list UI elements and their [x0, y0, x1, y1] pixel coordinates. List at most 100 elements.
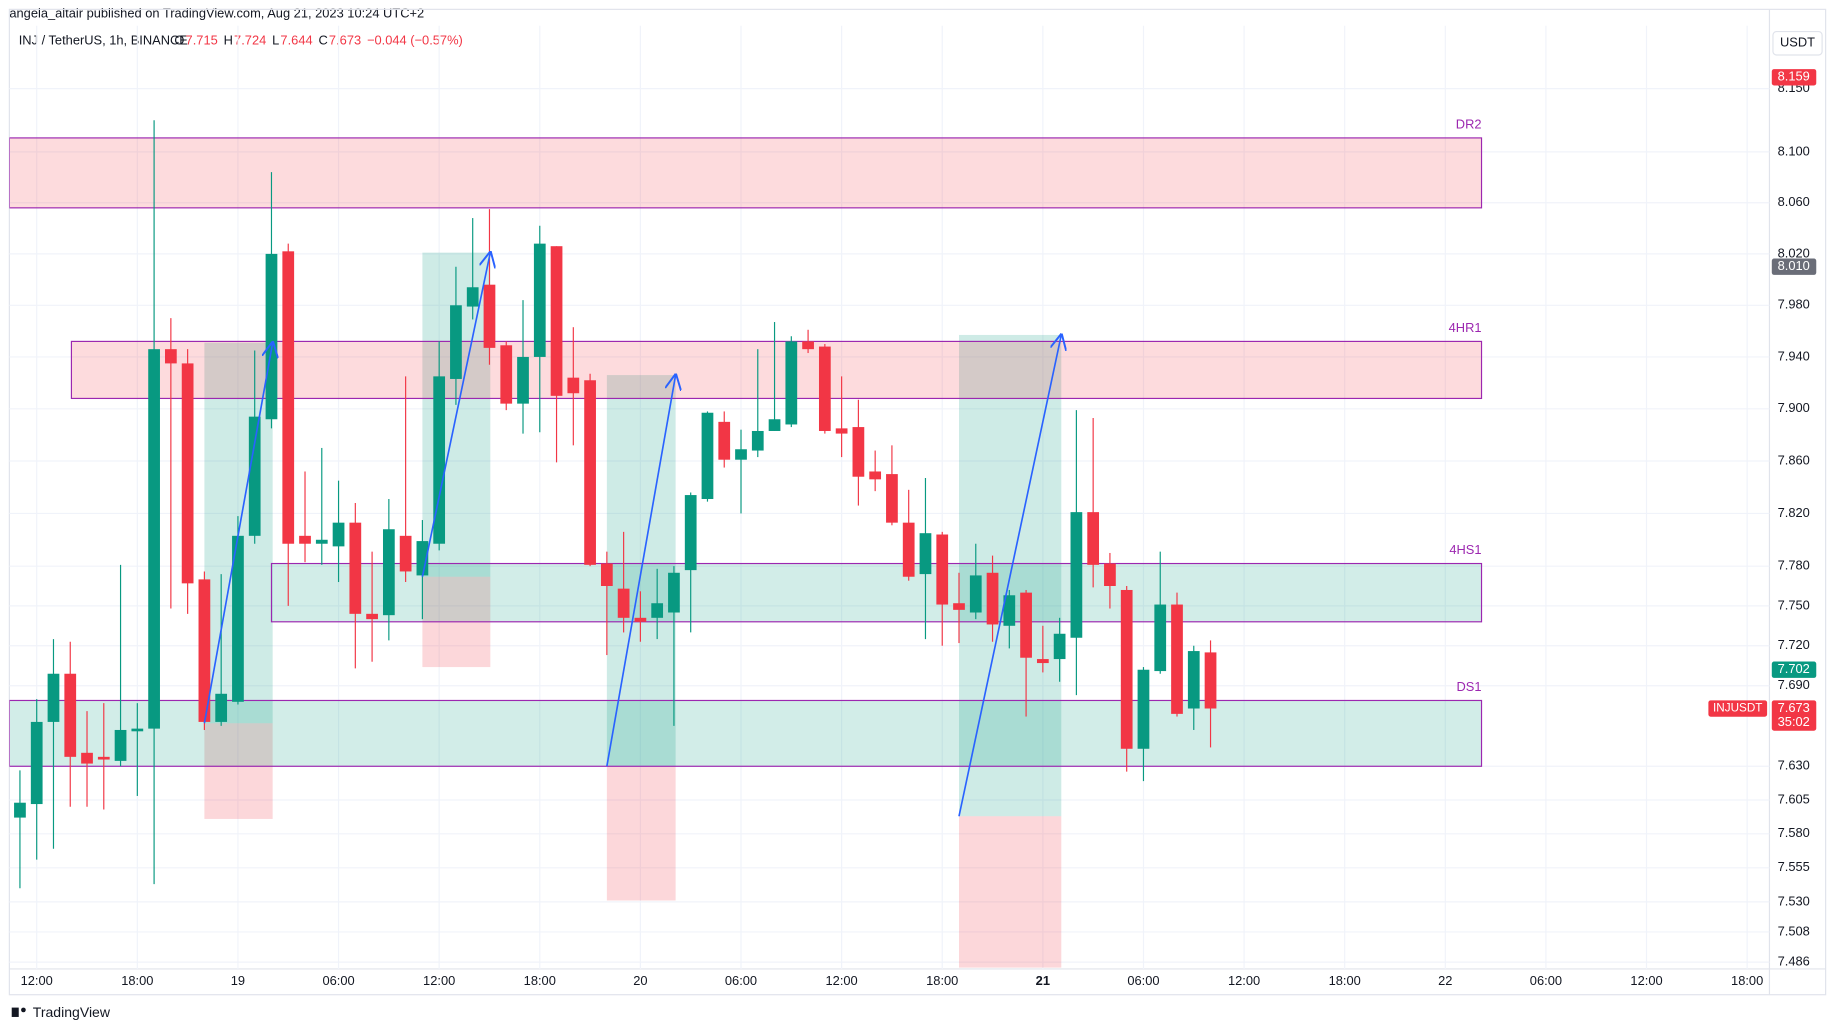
- y-tick-label: 7.720: [1778, 637, 1810, 652]
- y-tick-label: 7.530: [1778, 893, 1810, 908]
- y-tick-label: 7.780: [1778, 558, 1810, 573]
- candle-body: [1070, 512, 1083, 638]
- candle-body: [1120, 589, 1133, 749]
- candle-body: [14, 802, 26, 818]
- candle-body: [902, 522, 915, 577]
- candle-body: [785, 341, 798, 425]
- candle-body: [1003, 595, 1016, 626]
- candle-body: [64, 673, 77, 757]
- price-symbol: INJUSDT: [1713, 702, 1762, 715]
- candle-body: [131, 728, 144, 732]
- candle-body: [164, 349, 177, 364]
- candle-body: [349, 522, 362, 614]
- position-arrow: [421, 253, 490, 577]
- candle-body: [114, 729, 127, 761]
- x-tick-label: 18:00: [121, 973, 153, 988]
- x-tick-label: 12:00: [1630, 973, 1662, 988]
- x-tick-label: 22: [1438, 973, 1452, 988]
- candle-body: [148, 349, 160, 729]
- y-tick-label: 8.060: [1778, 194, 1810, 209]
- zone-label: 4HS1: [1449, 542, 1481, 557]
- candle-body: [986, 572, 999, 625]
- x-tick-label: 06:00: [322, 973, 354, 988]
- y-tick-label: 8.100: [1778, 143, 1810, 158]
- candle-body: [684, 495, 697, 571]
- y-tick-label: 7.900: [1778, 400, 1810, 415]
- position-stop: [959, 816, 1062, 968]
- y-tick-label: 7.555: [1778, 859, 1810, 874]
- ohlc-label: H: [224, 32, 233, 47]
- candle-body: [617, 588, 630, 618]
- candle-body: [584, 380, 596, 565]
- ohlc-value: 7.715: [186, 32, 218, 47]
- x-tick-label: 18:00: [1731, 973, 1763, 988]
- symbol: INJ / TetherUS, 1h, BINANCE: [19, 32, 189, 47]
- candle-body: [198, 579, 211, 722]
- position-stop: [606, 766, 676, 901]
- price-label-box: [1771, 69, 1817, 86]
- price-label-box: [1771, 661, 1817, 678]
- x-tick-label: 21: [1036, 973, 1050, 988]
- x-tick-label: 20: [633, 973, 647, 988]
- price-label: 7.702: [1778, 661, 1810, 676]
- candle-body: [366, 613, 378, 620]
- price-label: 7.673: [1778, 700, 1810, 715]
- candle-body: [567, 377, 580, 394]
- currency[interactable]: USDT: [1780, 35, 1815, 50]
- ohlc-change: −0.044 (−0.57%): [367, 32, 463, 47]
- candle-body: [1087, 512, 1100, 565]
- position-stop: [204, 723, 273, 819]
- price-label-box: [1771, 700, 1817, 731]
- position-arrow: [606, 375, 676, 767]
- candle-body: [483, 284, 496, 348]
- candle-body: [835, 428, 848, 434]
- zone-label: 4HR1: [1449, 320, 1482, 335]
- zone-label: DS1: [1457, 679, 1482, 694]
- candle-body: [299, 535, 311, 544]
- candle-body: [97, 756, 110, 760]
- candle-body: [30, 721, 43, 805]
- candle-body: [315, 539, 328, 544]
- x-tick-label: 06:00: [725, 973, 757, 988]
- x-tick-label: 18:00: [1329, 973, 1361, 988]
- plot-frame: [8, 8, 1827, 996]
- candle-body: [1154, 604, 1167, 672]
- candle-body: [668, 572, 680, 613]
- candle-body: [47, 673, 60, 722]
- candle-body: [500, 345, 513, 404]
- y-tick-label: 7.690: [1778, 677, 1810, 692]
- x-tick-label: 18:00: [926, 973, 958, 988]
- candle-body: [634, 617, 647, 622]
- y-tick-label: 7.750: [1778, 597, 1810, 612]
- ohlc-label: L: [272, 32, 279, 47]
- candle-body: [751, 430, 764, 451]
- candle-body: [768, 419, 781, 431]
- publisher: angela_altair published on TradingView.c…: [9, 5, 424, 20]
- candle-body: [416, 541, 429, 576]
- zone: [9, 137, 1483, 209]
- candle-body: [1104, 563, 1116, 587]
- candle-body: [517, 356, 529, 404]
- price-label: 8.159: [1778, 69, 1810, 84]
- candle-body: [969, 575, 982, 613]
- y-tick-label: 7.630: [1778, 758, 1810, 773]
- x-tick-label: 06:00: [1127, 973, 1159, 988]
- candle-body: [248, 416, 261, 536]
- candle-body: [215, 693, 228, 722]
- price-label: 8.010: [1778, 258, 1810, 273]
- x-tick-label: 12:00: [826, 973, 858, 988]
- currency-button[interactable]: [1772, 31, 1823, 56]
- y-tick-label: 7.605: [1778, 791, 1810, 806]
- x-tick-label: 19: [231, 973, 245, 988]
- candle-body: [450, 305, 462, 379]
- logo-mark: [21, 1007, 26, 1013]
- candle-body: [718, 421, 731, 460]
- x-tick-label: 12:00: [423, 973, 455, 988]
- y-tick-label: 7.508: [1778, 923, 1810, 938]
- logo-text: TradingView: [33, 1004, 111, 1020]
- candle-body: [1137, 669, 1150, 749]
- price-symbol-box: [1708, 700, 1768, 717]
